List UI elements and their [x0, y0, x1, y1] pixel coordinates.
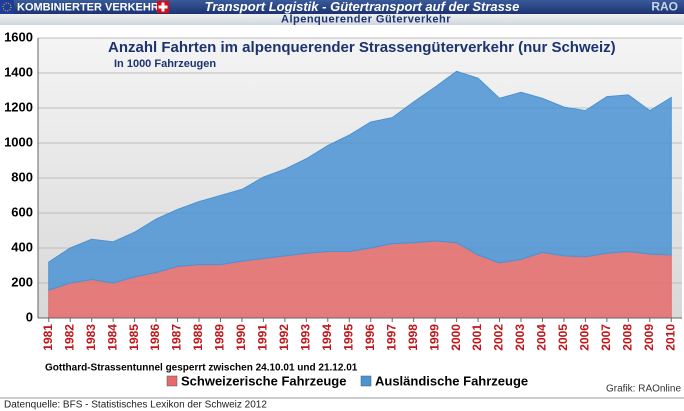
y-tick-label: 400 [11, 239, 33, 254]
x-tick-label: 2002 [492, 324, 506, 351]
x-tick-label: 1983 [84, 324, 98, 351]
x-tick-label: 2007 [599, 324, 613, 351]
x-tick-label: 1997 [384, 324, 398, 351]
header-subtitle: Alpenquerender Güterverkehr [281, 13, 451, 25]
header-bar [0, 0, 684, 14]
x-tick-label: 1995 [341, 324, 355, 351]
eu-flag [0, 0, 14, 14]
y-tick-label: 1400 [4, 64, 33, 79]
x-tick-label: 1985 [127, 324, 141, 351]
header-badge: KOMBINIERTER VERKEHR [17, 1, 159, 13]
annotation: Gotthard-Strassentunnel gesperrt zwische… [45, 363, 358, 374]
credit: Grafik: RAOnline [606, 384, 681, 395]
y-tick-label: 0 [26, 309, 33, 324]
subheader-bar [0, 14, 684, 25]
y-tick-label: 800 [11, 169, 33, 184]
x-tick-label: 1991 [256, 324, 270, 351]
x-tick-label: 1984 [105, 324, 119, 351]
x-tick-label: 2006 [578, 324, 592, 351]
x-tick-label: 2003 [513, 324, 527, 351]
x-tick-label: 1987 [170, 324, 184, 351]
x-tick-label: 2005 [556, 324, 570, 351]
x-tick-label: 1998 [406, 324, 420, 351]
header-brand: RAO [651, 0, 678, 14]
y-tick-label: 1200 [4, 99, 33, 114]
y-tick-label: 1000 [4, 134, 33, 149]
eu-stars [2, 2, 12, 12]
legend-label: Ausländische Fahrzeuge [375, 373, 528, 388]
header-title: Transport Logistik - Gütertransport auf … [205, 0, 520, 14]
x-tick-label: 1982 [62, 324, 76, 351]
x-tick-label: 1986 [148, 324, 162, 351]
x-tick-label: 1981 [41, 324, 55, 351]
x-tick-label: 1988 [191, 324, 205, 351]
area [48, 70, 672, 291]
x-tick-label: 2010 [663, 324, 677, 351]
x-tick-label: 2008 [621, 324, 635, 351]
x-tick-label: 1992 [277, 324, 291, 351]
x-tick-label: 2000 [449, 324, 463, 351]
x-tick-label: 1990 [234, 324, 248, 351]
x-tick-label: 1999 [427, 324, 441, 351]
chart-subtitle: In 1000 Fahrzeugen [114, 58, 216, 70]
plot [38, 37, 682, 319]
x-tick-label: 1989 [213, 324, 227, 351]
footer-source: Datenquelle: BFS - Statistisches Lexikon… [4, 400, 267, 411]
chart-title: Anzahl Fahrten im alpenquerender Strasse… [108, 39, 616, 56]
y-tick-label: 600 [11, 204, 33, 219]
legend-label: Schweizerische Fahrzeuge [181, 373, 346, 388]
swiss-cross [158, 2, 168, 12]
x-tick-label: 1994 [320, 324, 334, 351]
x-tick-label: 1993 [299, 324, 313, 351]
y-tick-label: 200 [11, 274, 33, 289]
legend-swatch [166, 375, 178, 387]
x-tick-label: 2009 [642, 324, 656, 351]
y-tick-label: 1600 [4, 29, 33, 44]
x-tick-label: 1996 [363, 324, 377, 351]
legend-swatch [360, 375, 372, 387]
x-tick-label: 2004 [535, 324, 549, 351]
x-tick-label: 2001 [470, 324, 484, 351]
